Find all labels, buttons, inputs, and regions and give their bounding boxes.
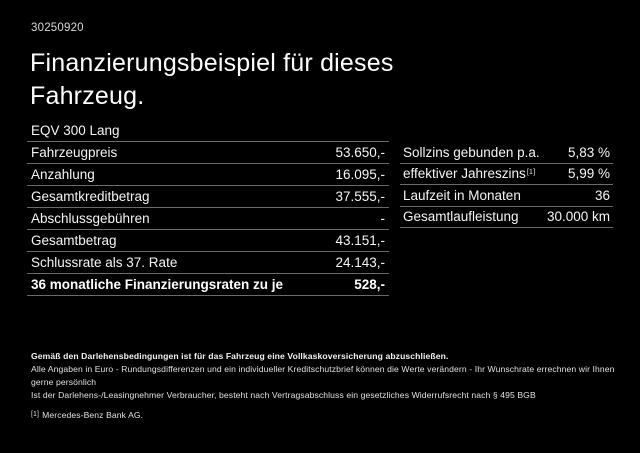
row-value: 16.095,- [335, 167, 385, 182]
row-label: Laufzeit in Monaten [403, 187, 521, 203]
row-label: Fahrzeugpreis [31, 145, 118, 160]
row-value: 5,99 % [567, 166, 610, 182]
table-row-term-months: Laufzeit in Monaten 36 [400, 185, 613, 207]
row-value: - [380, 211, 386, 226]
interest-details-table: Sollzins gebunden p.a. 5,83 % effektiver… [400, 142, 613, 228]
row-value: 43.151,- [335, 233, 385, 248]
row-value: 53.650,- [335, 145, 385, 160]
table-row-effective-interest: effektiver Jahreszins[1] 5,99 % [400, 164, 613, 185]
table-row-total-amount: Gesamtbetrag 43.151,- [27, 229, 389, 251]
table-row-down-payment: Anzahlung 16.095,- [27, 163, 389, 185]
row-label: Gesamtbetrag [31, 233, 117, 248]
row-label: Gesamtlaufleistung [403, 209, 519, 225]
document-number: 30250920 [31, 22, 84, 34]
row-label: effektiver Jahreszins[1] [403, 166, 536, 182]
insurance-note: Gemäß den Darlehensbedingungen ist für d… [31, 351, 449, 361]
row-value: 37.555,- [335, 189, 385, 204]
row-value: 30.000 km [546, 209, 610, 225]
disclaimer-line: Alle Angaben in Euro - Rundungsdifferenz… [31, 364, 615, 387]
footnote: [1] Mercedes-Benz Bank AG. [31, 409, 621, 423]
row-value: 24.143,- [335, 255, 385, 270]
legal-notes: Gemäß den Darlehensbedingungen ist für d… [31, 350, 621, 423]
footnote-reference: [1] [526, 167, 536, 177]
row-label: Gesamtkreditbetrag [31, 189, 150, 204]
row-label: 36 monatliche Finanzierungsraten zu je [31, 277, 284, 292]
row-label: Sollzins gebunden p.a. [403, 144, 540, 160]
disclaimer-line: Ist der Darlehens-/Leasingnehmer Verbrau… [31, 390, 536, 400]
vehicle-model-label: EQV 300 Lang [31, 123, 120, 138]
page-title: Finanzierungsbeispiel für dieses Fahrzeu… [30, 49, 394, 110]
table-row-nominal-interest: Sollzins gebunden p.a. 5,83 % [400, 142, 613, 164]
row-label: Schlussrate als 37. Rate [31, 255, 178, 270]
row-value: 5,83 % [567, 144, 610, 160]
row-label: Abschlussgebühren [31, 211, 150, 226]
footnote-marker: [1] [31, 411, 40, 418]
row-label: Anzahlung [31, 167, 95, 182]
table-row-closing-fees: Abschlussgebühren - [27, 207, 389, 229]
table-row-total-mileage: Gesamtlaufleistung 30.000 km [400, 207, 613, 228]
table-row-total-credit: Gesamtkreditbetrag 37.555,- [27, 185, 389, 207]
footnote-text: Mercedes-Benz Bank AG. [42, 410, 144, 420]
vehicle-model-row: EQV 300 Lang [27, 120, 389, 141]
table-row-monthly-rate: 36 monatliche Finanzierungsraten zu je 5… [27, 273, 389, 296]
row-value: 36 [594, 187, 610, 203]
table-row-final-installment: Schlussrate als 37. Rate 24.143,- [27, 251, 389, 273]
table-row-vehicle-price: Fahrzeugpreis 53.650,- [27, 141, 389, 163]
financing-details-table: EQV 300 Lang Fahrzeugpreis 53.650,- Anza… [27, 120, 389, 296]
row-value: 528,- [354, 277, 385, 292]
